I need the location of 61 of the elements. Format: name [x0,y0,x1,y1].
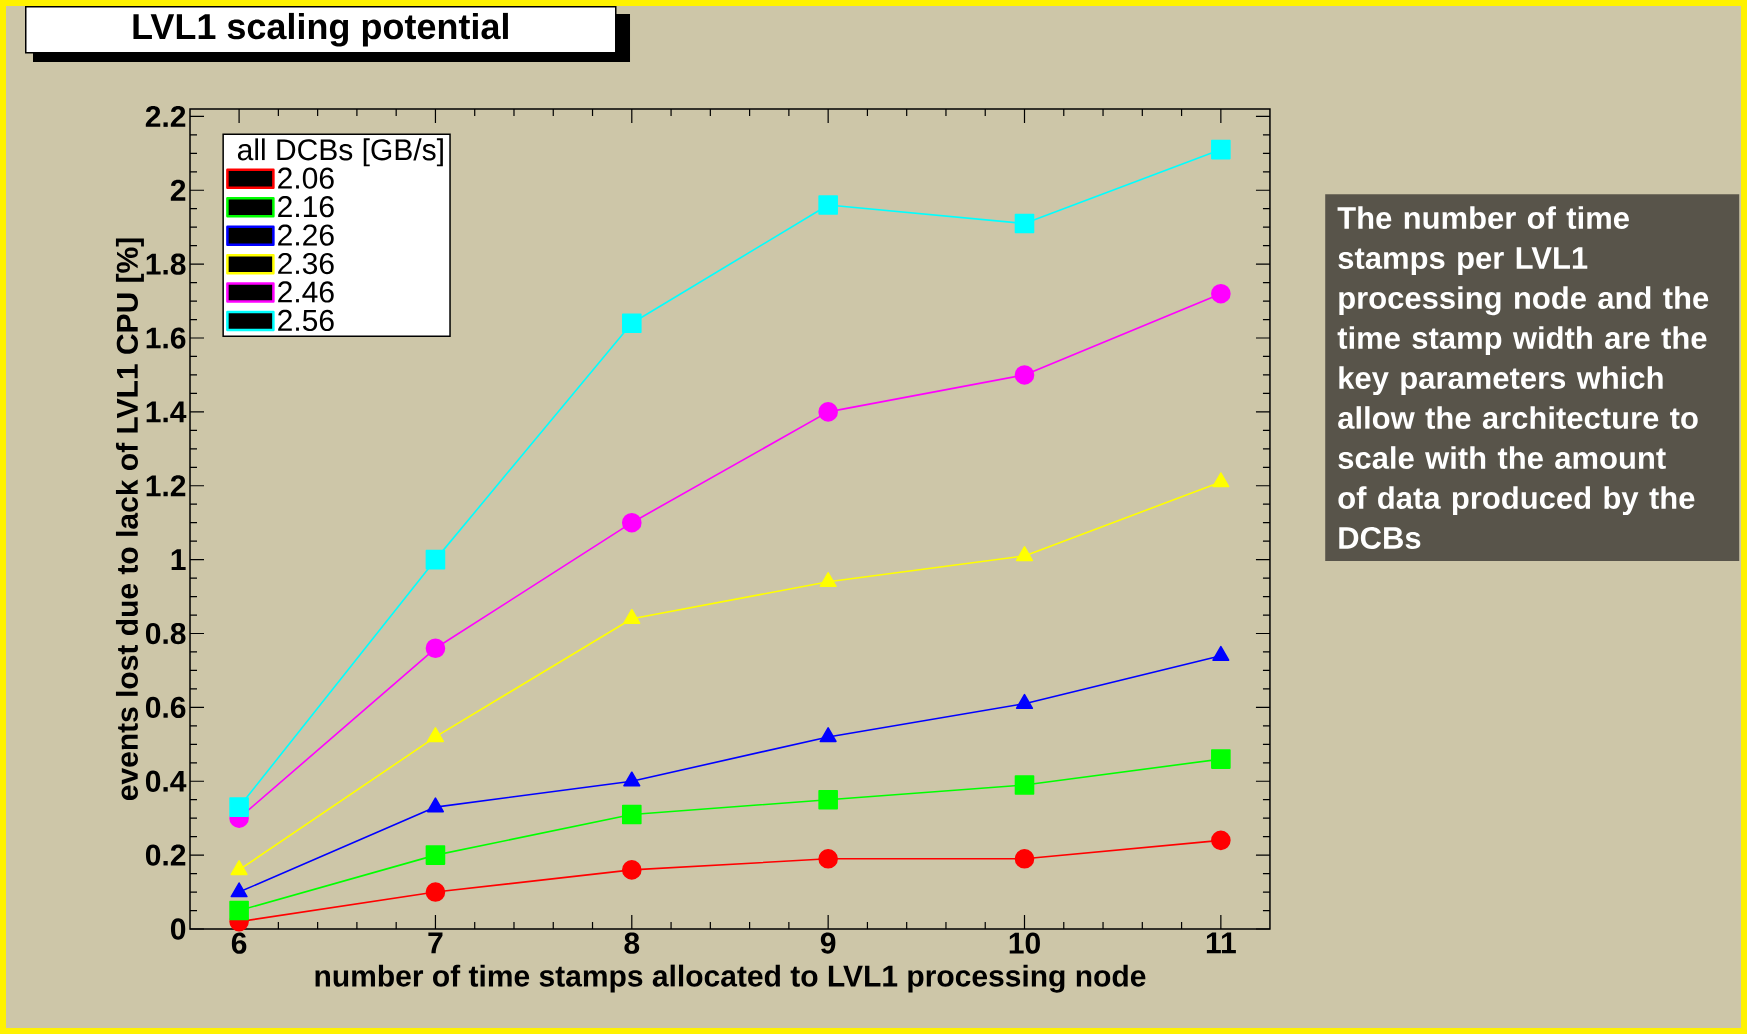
point [1211,830,1231,851]
legend-label: 2.16 [278,196,334,218]
y-tick-label: 1.4 [146,401,187,423]
point [818,789,838,810]
y-tick-label: 0.4 [145,770,187,792]
text: The number of time stamps per LVL1 processing node and the time stamp width are the key parameters which allow the architecture to scale with the amount of data produced by the DCBs [1337,206,1709,549]
legend-label: 2.56 [278,309,334,332]
point [819,571,837,588]
point [1212,472,1230,488]
point [818,849,838,869]
legend-label: 2.36 [278,252,334,275]
legend-title: all DCBs [GB/s] [237,138,443,167]
y-tick-label: 1.2 [146,475,186,497]
y-axis-title: events lost due to lack of LVL1 CPU [%] [115,238,144,801]
point [229,900,249,921]
legend-label: 2.46 [278,281,334,303]
x-tick-label: 9 [820,932,836,954]
point [622,804,642,825]
y-tick-label: 0.2 [145,844,186,866]
y-tick-label: 1.6 [146,327,186,349]
x-tick-label: 11 [1206,932,1236,954]
point [1014,365,1035,385]
point [230,860,248,876]
point [1014,775,1035,795]
point [1211,139,1231,160]
chart-title: LVL1 scaling potential [133,12,508,47]
point [622,512,642,533]
point [622,860,642,880]
point [1014,849,1035,869]
y-tick-label: 2 [170,179,186,201]
point [623,608,641,625]
point [426,797,445,813]
x-tick-label: 8 [624,932,640,954]
legend-label: 2.26 [278,224,334,246]
point [425,845,446,865]
point [230,882,248,898]
y-tick-label: 2.2 [145,105,186,127]
point [1014,213,1035,234]
point [819,727,837,743]
y-tick-label: 0.6 [145,696,186,718]
point [1015,546,1034,562]
point [425,882,446,902]
point [229,797,249,817]
y-tick-label: 0.8 [145,622,186,645]
point [622,313,642,334]
point [623,771,641,787]
point [818,195,838,215]
x-axis-title: number of time stamps allocated to LVL1 processing node [315,964,1146,993]
legend-label: 2.06 [278,167,334,189]
point [425,638,446,659]
point [1211,283,1231,304]
x-tick-label: 10 [1009,932,1040,954]
point [1211,749,1231,769]
point [426,727,445,743]
y-tick-label: 1 [171,549,186,570]
y-tick-label: 1.8 [146,253,186,275]
y-tick-label: 0 [170,918,186,940]
x-tick-label: 6 [231,932,247,954]
point [425,549,446,570]
point [818,402,838,422]
x-tick-label: 7 [428,932,443,954]
